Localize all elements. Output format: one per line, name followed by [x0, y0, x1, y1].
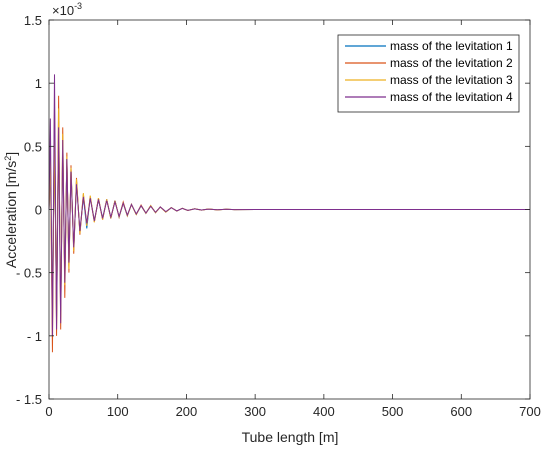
x-axis-label: Tube length [m]: [242, 429, 339, 445]
series-line-4: [48, 74, 530, 336]
y-tick-label: - 1: [27, 329, 42, 344]
legend: mass of the levitation 1 mass of the levi…: [337, 34, 520, 113]
x-tick-label: 0: [45, 404, 52, 419]
x-tick-label: 400: [313, 404, 335, 419]
legend-label-2: mass of the levitation 2: [390, 56, 513, 70]
legend-label-4: mass of the levitation 4: [390, 90, 513, 104]
x-tick-label: 600: [450, 404, 472, 419]
y-tick-label: 0: [35, 203, 42, 218]
legend-label-3: mass of the levitation 3: [390, 73, 513, 87]
legend-box: [337, 34, 520, 113]
legend-label-1: mass of the levitation 1: [390, 39, 513, 53]
y-tick-label: 0.5: [24, 139, 42, 154]
x-tick-label: 300: [244, 404, 266, 419]
y-axis-label: Acceleration [m/s2]: [3, 152, 19, 268]
x-tick-label: 200: [176, 404, 198, 419]
y-tick-label: 1.5: [24, 13, 42, 28]
y-tick-label: - 1.5: [16, 392, 42, 407]
legend-entries: mass of the levitation 1 mass of the levi…: [345, 39, 513, 104]
axes-layer: 0 100 200 300 400 500 600 700 1.5 1 0.5 0 - 0.5 - 1 - …: [16, 13, 541, 419]
y-exponent-label: ×10-3: [52, 1, 82, 18]
series-layer: [48, 74, 530, 353]
y-tick-label: - 0.5: [16, 266, 42, 281]
x-tick-label: 700: [519, 404, 541, 419]
y-tick-label: 1: [35, 76, 42, 91]
x-tick-label: 100: [107, 404, 129, 419]
x-tick-label: 500: [382, 404, 404, 419]
